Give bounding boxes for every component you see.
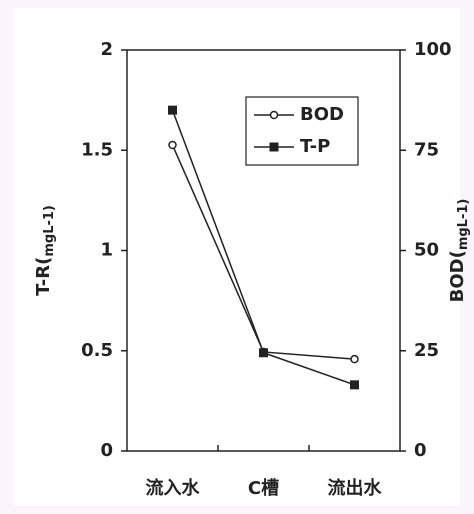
y2-tick-label: 25 [414,340,439,361]
y-axis-label-sub: mgL-1) [42,205,57,257]
y2-axis-label-main: BOD( [447,250,468,302]
point [269,142,279,152]
x-tick-label: C槽 [248,477,279,499]
point [168,140,177,150]
y2-axis-label: BOD(mgL-1) [447,199,471,303]
legend-label: BOD [300,104,344,125]
x-tick-label: 流入水 [146,477,201,499]
y2-tick-label: 75 [414,139,439,160]
point [168,105,177,115]
y-tick-label: 0 [100,440,113,461]
y2-tick-label: 0 [414,440,427,461]
y-axis-label-main: T-R( [33,257,54,296]
point [269,110,279,120]
y-tick-label: 1 [100,240,113,261]
y-axis-label: T-R(mgL-1) [33,205,57,296]
y-tick-label: 2 [100,39,113,60]
y2-axis-label-sub: mgL-1) [456,199,471,251]
legend-box [245,96,359,166]
panel [14,8,460,506]
point [350,354,359,364]
y2-tick-label: 100 [414,39,452,60]
x-tick-label: 流出水 [328,477,383,499]
y2-tick-label: 50 [414,240,439,261]
legend-label: T-P [300,136,330,157]
y-tick-label: 1.5 [81,139,113,160]
point [350,380,359,390]
y-tick-label: 0.5 [81,340,113,361]
point [259,348,268,358]
